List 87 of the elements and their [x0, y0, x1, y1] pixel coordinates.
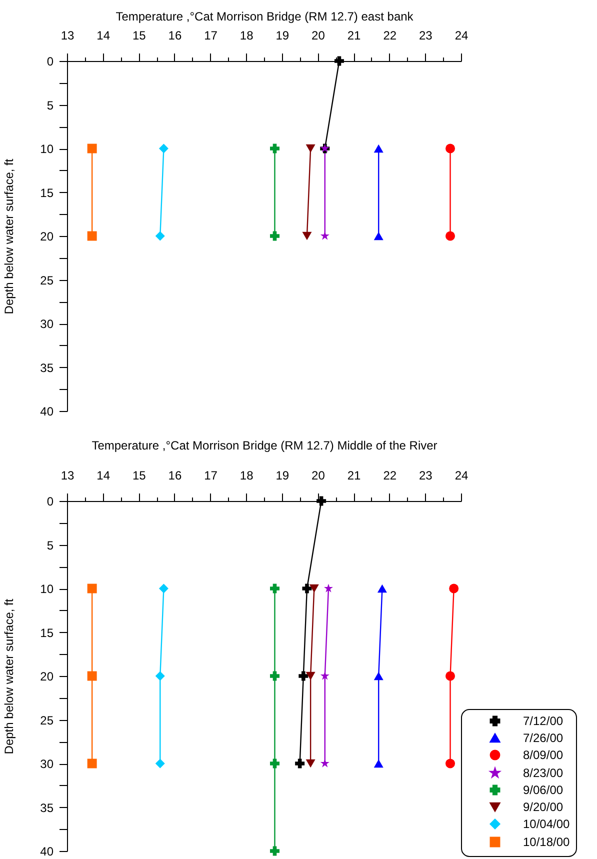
x-tick-label: 21 — [347, 468, 362, 482]
y-tick-label: 0 — [46, 54, 54, 68]
x-tick-label: 20 — [312, 28, 326, 42]
legend-label: 8/23/00 — [523, 766, 564, 780]
legend-label: 7/26/00 — [523, 731, 564, 745]
x-tick-label: 19 — [276, 468, 290, 482]
x-tick-label: 23 — [419, 468, 433, 482]
point — [87, 584, 97, 594]
x-tick-label: 14 — [96, 28, 110, 42]
point — [270, 144, 280, 154]
point — [446, 231, 455, 241]
point — [155, 758, 165, 768]
point — [334, 56, 344, 66]
legend-label: 10/04/00 — [523, 817, 570, 831]
x-tick-label: 14 — [96, 468, 110, 482]
point — [87, 758, 97, 768]
point — [270, 584, 280, 594]
y-tick-label: 40 — [40, 404, 54, 418]
point — [155, 671, 165, 681]
x-axis-title: Temperature ,°Cat Morrison Bridge (RM 12.7) east bank — [116, 10, 414, 24]
y-tick-label: 5 — [46, 98, 54, 112]
legend-label: 7/12/00 — [523, 714, 564, 728]
y-tick-label: 30 — [40, 317, 54, 331]
point — [316, 496, 326, 506]
point — [270, 758, 280, 768]
legend-label: 9/20/00 — [523, 800, 564, 814]
x-tick-label: 13 — [60, 468, 74, 482]
point — [302, 584, 312, 594]
x-tick-label: 16 — [168, 468, 182, 482]
point — [446, 144, 455, 154]
x-tick-label: 22 — [383, 28, 397, 42]
x-tick-label: 22 — [383, 468, 397, 482]
point — [374, 759, 384, 768]
x-tick-label: 15 — [132, 28, 146, 42]
point — [377, 584, 387, 593]
x-axis-title: Temperature ,°Cat Morrison Bridge (RM 12.7) Middle of the River — [92, 438, 438, 452]
legend-label: 10/18/00 — [523, 835, 570, 849]
y-tick-label: 25 — [40, 273, 54, 288]
y-tick-label: 10 — [40, 582, 54, 596]
point — [270, 846, 280, 856]
y-axis-title: Depth below water surface, ft — [2, 158, 16, 314]
point — [158, 144, 168, 154]
x-tick-label: 17 — [204, 28, 218, 42]
y-tick-label: 5 — [46, 538, 54, 552]
point — [446, 671, 455, 681]
y-tick-label: 15 — [40, 626, 54, 640]
point — [374, 672, 384, 680]
y-axis-title: Depth below water surface, ft — [2, 598, 16, 754]
y-tick-label: 35 — [40, 360, 54, 375]
point — [295, 758, 305, 768]
x-tick-label: 18 — [240, 468, 254, 482]
legend-label: 8/09/00 — [523, 748, 564, 762]
y-tick-label: 15 — [40, 186, 54, 200]
point — [446, 758, 455, 768]
x-tick-label: 19 — [276, 28, 290, 42]
point — [270, 671, 280, 681]
point — [306, 759, 316, 768]
y-tick-label: 30 — [40, 757, 54, 771]
point — [449, 584, 459, 594]
x-tick-label: 18 — [240, 28, 254, 42]
x-tick-label: 13 — [60, 28, 74, 42]
y-tick-label: 20 — [40, 670, 54, 684]
point — [298, 671, 308, 681]
y-tick-label: 0 — [46, 494, 54, 508]
point — [324, 584, 333, 592]
y-tick-label: 20 — [40, 230, 54, 244]
point — [87, 231, 97, 241]
y-tick-label: 25 — [40, 713, 54, 728]
point — [87, 144, 97, 154]
point — [155, 231, 165, 241]
x-tick-label: 16 — [168, 28, 182, 42]
point — [270, 231, 280, 241]
y-tick-label: 40 — [40, 844, 54, 858]
x-tick-label: 24 — [454, 28, 468, 42]
legend-label: 9/06/00 — [523, 783, 564, 797]
point — [309, 584, 319, 593]
point — [306, 672, 316, 680]
x-tick-label: 21 — [347, 28, 362, 42]
point — [87, 671, 97, 681]
x-tick-label: 24 — [454, 468, 468, 482]
y-tick-label: 10 — [40, 142, 54, 156]
y-tick-label: 35 — [40, 800, 54, 815]
x-tick-label: 15 — [132, 468, 146, 482]
x-tick-label: 20 — [312, 468, 326, 482]
point — [158, 584, 168, 594]
x-tick-label: 17 — [204, 468, 218, 482]
x-tick-label: 23 — [419, 28, 433, 42]
